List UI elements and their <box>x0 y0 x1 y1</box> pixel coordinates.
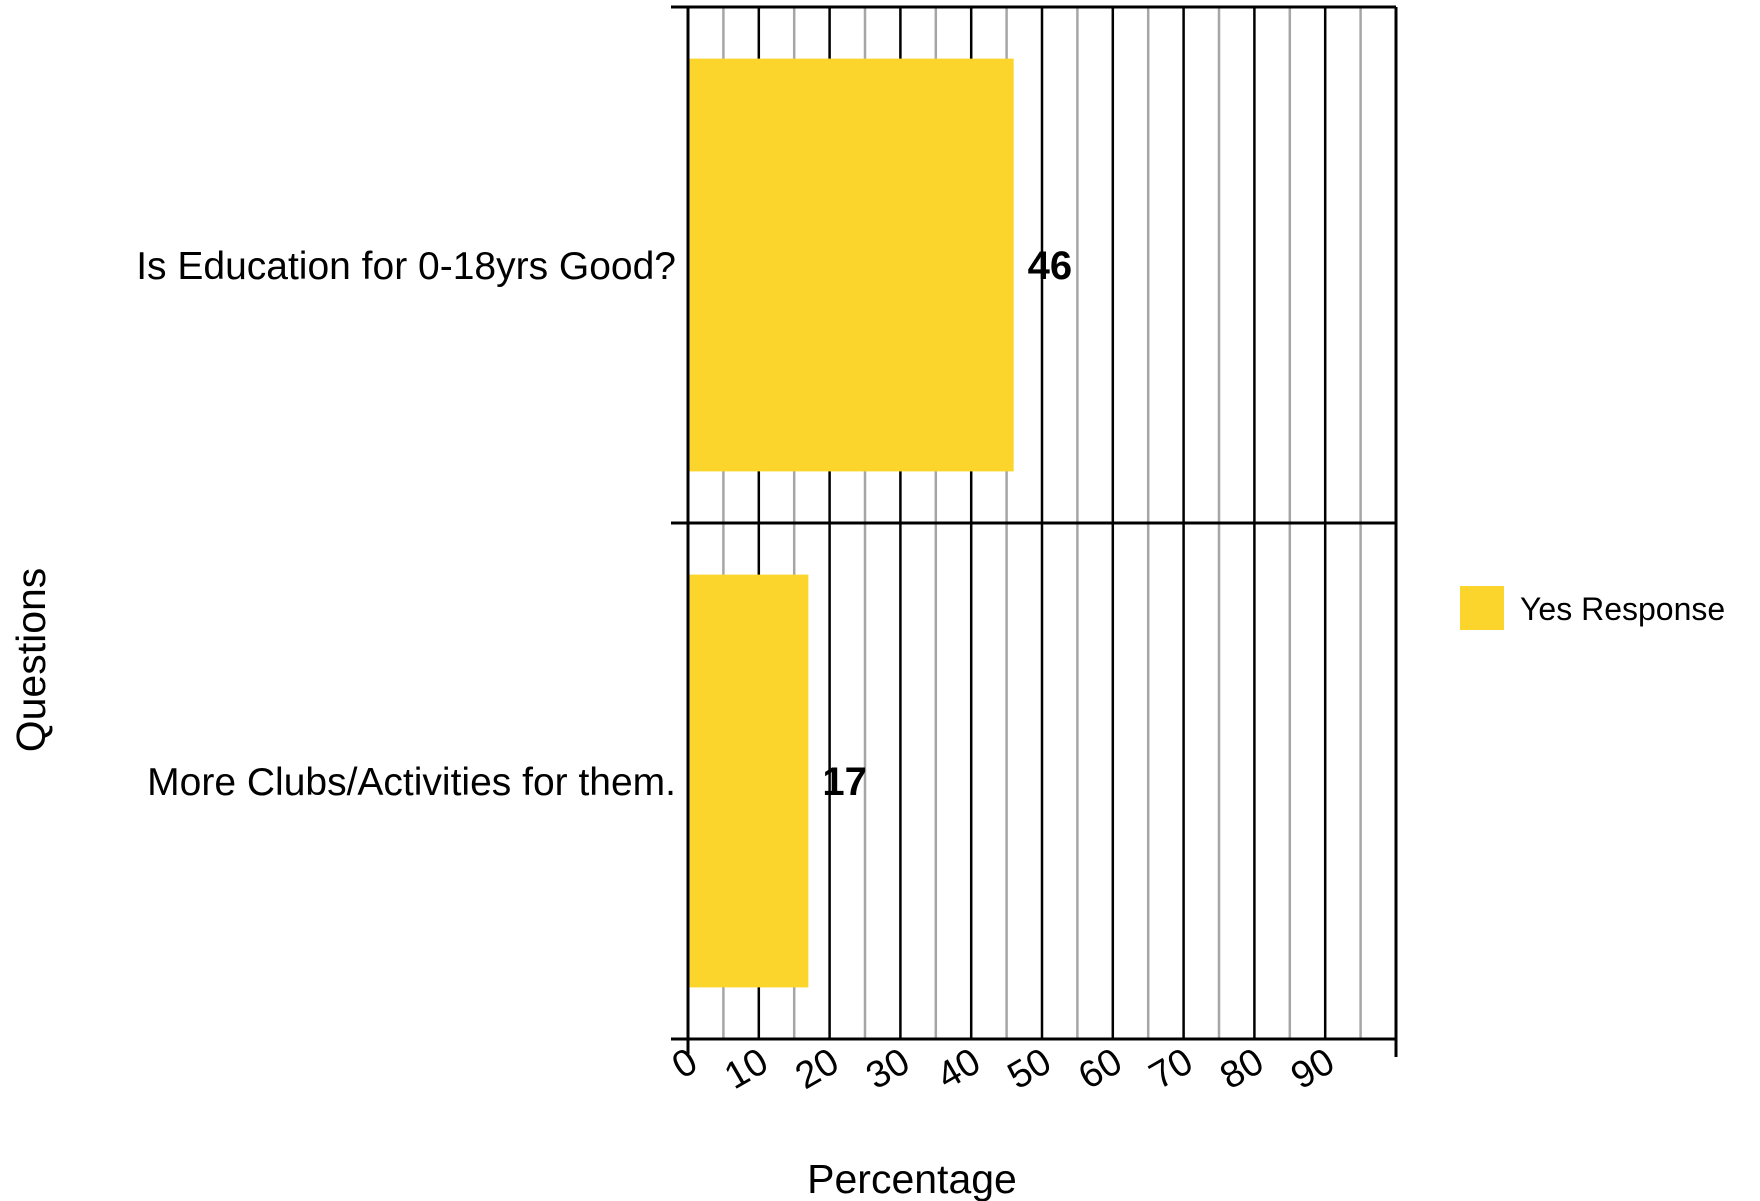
category-label-2: More Clubs/Activities for them. <box>147 761 676 804</box>
legend-swatch-yes-response <box>1460 586 1504 630</box>
data-label-1: 46 <box>1028 244 1073 288</box>
x-tick-label-0: 0 <box>665 1040 704 1087</box>
x-tick-label-60: 60 <box>1072 1040 1130 1098</box>
bar-2 <box>688 574 809 988</box>
x-tick-label-20: 20 <box>788 1040 846 1098</box>
y-axis-title: Questions <box>8 568 54 753</box>
x-tick-label-90: 90 <box>1284 1040 1342 1098</box>
legend: Yes Response <box>1460 586 1725 630</box>
x-tick-label-10: 10 <box>718 1040 776 1098</box>
data-labels: 46 17 <box>822 244 1072 804</box>
x-axis-title: Percentage <box>807 1156 1017 1201</box>
bars <box>688 58 1014 988</box>
data-label-2: 17 <box>822 760 867 804</box>
x-tick-label-50: 50 <box>1001 1040 1059 1098</box>
bar-1 <box>688 58 1014 472</box>
x-tick-label-30: 30 <box>859 1040 917 1098</box>
axes <box>671 5 1398 1057</box>
x-tick-label-70: 70 <box>1142 1040 1200 1098</box>
x-tick-label-40: 40 <box>930 1040 988 1098</box>
category-label-1: Is Education for 0-18yrs Good? <box>136 245 676 288</box>
x-tick-labels: 0 10 20 30 40 50 60 70 80 90 <box>665 1040 1342 1098</box>
x-tick-label-80: 80 <box>1213 1040 1271 1098</box>
legend-label-yes-response: Yes Response <box>1520 591 1725 627</box>
category-labels: Is Education for 0-18yrs Good? More Clubs… <box>136 245 676 804</box>
